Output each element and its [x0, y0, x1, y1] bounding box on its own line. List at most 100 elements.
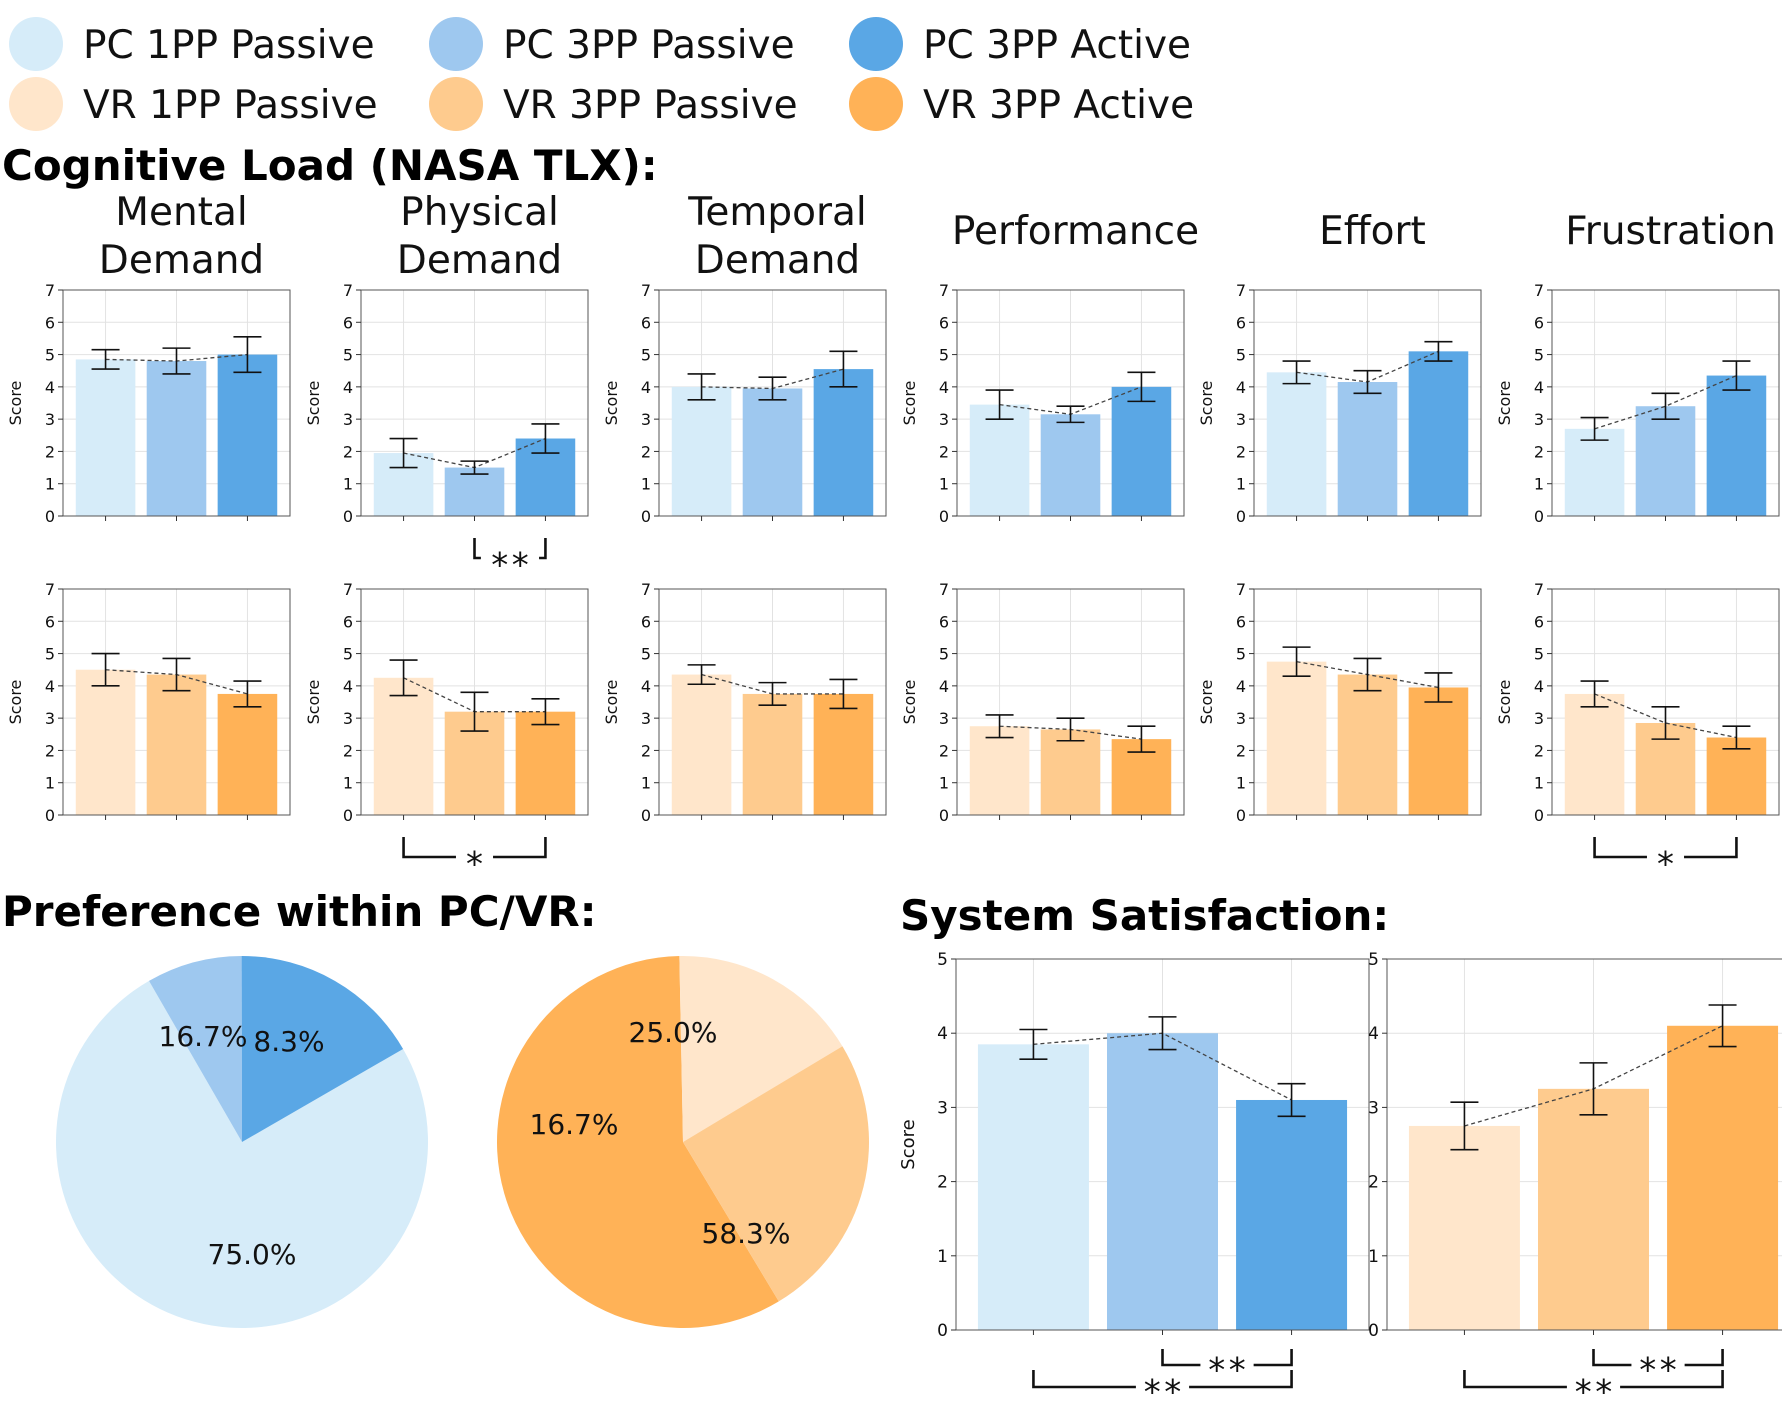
y-tick-label: 2: [641, 741, 651, 760]
y-tick-label: 7: [1534, 281, 1544, 300]
y-tick-label: 5: [1236, 645, 1246, 664]
bar-2: [146, 361, 207, 516]
tlx-panel: 0 1 2 3 4 5 6 7 Score: [602, 580, 887, 825]
y-tick-label: 0: [1534, 507, 1544, 526]
y-tick-label: 1: [939, 774, 949, 793]
panel-title: Effort: [1319, 209, 1426, 254]
legend-label-1: PC 1PP Passive: [83, 23, 375, 68]
cognitive-load-title: Cognitive Load (NASA TLX):: [2, 141, 658, 190]
pie-label-3: 16.7%: [159, 1020, 248, 1053]
bar-3: [1236, 1099, 1348, 1330]
y-tick-label: 4: [45, 677, 55, 696]
bar-3: [1408, 687, 1469, 815]
y-tick-label: 6: [1534, 612, 1544, 631]
pie-pc: 75.0% 8.3%16.7%: [55, 956, 428, 1328]
y-tick-label: 2: [343, 442, 353, 461]
tlx-panel: 0 1 2 3 4 5 6 7 Score: [1495, 281, 1780, 526]
legend-marker-2: [429, 17, 483, 71]
y-axis-label: Score: [1197, 680, 1216, 725]
bar-2: [742, 693, 803, 815]
y-tick-label: 3: [939, 410, 949, 429]
significance-label: **: [489, 546, 530, 586]
y-tick-label: 2: [45, 442, 55, 461]
y-tick-label: 7: [1534, 580, 1544, 599]
legend-label-3: PC 3PP Active: [923, 23, 1191, 68]
tlx-panel: 0 1 2 3 4 5 6 7 Score: [900, 281, 1185, 526]
y-axis-label: Score: [898, 1119, 919, 1169]
y-tick-label: 5: [939, 346, 949, 365]
pie-label-1: 58.3%: [702, 1217, 791, 1250]
legend-label-4: VR 1PP Passive: [83, 83, 378, 128]
tlx-panel: 0 1 2 3 4 5 6 7 Score: [6, 580, 291, 825]
bar-2: [1635, 406, 1696, 516]
panel-title-line1: Physical: [400, 190, 559, 235]
panel-title: Frustration: [1565, 209, 1776, 254]
bar-2: [1337, 382, 1398, 516]
tlx-panel: 0 1 2 3 4 5 6 7 Score: [1197, 281, 1482, 526]
y-tick-label: 4: [343, 378, 353, 397]
y-tick-label: 2: [45, 741, 55, 760]
y-tick-label: 5: [641, 346, 651, 365]
y-tick-label: 3: [1236, 410, 1246, 429]
y-tick-label: 6: [641, 313, 651, 332]
bar-2: [742, 388, 803, 516]
y-tick-label: 1: [937, 1247, 948, 1267]
y-tick-label: 4: [45, 378, 55, 397]
bar-2: [1107, 1033, 1218, 1330]
panel-title: Performance: [952, 209, 1199, 254]
y-tick-label: 3: [343, 410, 353, 429]
bar-2: [444, 467, 505, 516]
pie-vr: 58.3% 16.7% 25.0%: [496, 956, 869, 1328]
y-axis-label: Score: [1495, 381, 1514, 426]
bar-3: [1667, 1025, 1779, 1330]
panel-title-line1: Mental: [115, 190, 247, 235]
significance-label: **: [1638, 1351, 1679, 1391]
significance-bracket: [1593, 837, 1647, 859]
y-tick-label: 0: [1534, 806, 1544, 825]
bar-3: [217, 693, 278, 815]
nasa-tlx-charts: MentalDemand01234567Score01234567ScorePh…: [6, 190, 1780, 885]
y-tick-label: 7: [1236, 281, 1246, 300]
satisfaction-charts: 0 1 2 3 4 5 Score ** ** 0 1 2 3 4 5 ** **: [898, 950, 1782, 1413]
bar-1: [1266, 661, 1327, 815]
legend-marker-4: [9, 77, 63, 131]
y-tick-label: 1: [641, 774, 651, 793]
bar-1: [1408, 1125, 1520, 1330]
pie-label-1: 75.0%: [208, 1238, 297, 1271]
significance-bracket: [1620, 1370, 1724, 1389]
y-tick-label: 3: [45, 709, 55, 728]
y-tick-label: 3: [641, 709, 651, 728]
y-tick-label: 2: [939, 741, 949, 760]
y-tick-label: 0: [937, 1321, 948, 1341]
bar-2: [1040, 414, 1101, 516]
panel-title-line1: Temporal: [687, 190, 867, 235]
y-tick-label: 3: [343, 709, 353, 728]
bar-1: [1266, 372, 1327, 516]
y-tick-label: 2: [1368, 1173, 1379, 1193]
y-tick-label: 1: [1236, 774, 1246, 793]
y-tick-label: 7: [641, 580, 651, 599]
satisfaction-pc: 0 1 2 3 4 5 Score ** **: [898, 950, 1370, 1413]
bar-3: [217, 354, 278, 516]
significance-bracket: [473, 538, 481, 560]
tlx-panel: 0 1 2 3 4 5 6 7 Score *: [304, 580, 589, 885]
bar-2: [1040, 729, 1101, 815]
y-tick-label: 4: [939, 378, 949, 397]
y-tick-label: 6: [45, 612, 55, 631]
tlx-panel: 0 1 2 3 4 5 6 7 Score: [602, 281, 887, 526]
y-tick-label: 4: [1236, 677, 1246, 696]
y-tick-label: 0: [1236, 806, 1246, 825]
y-tick-label: 1: [45, 475, 55, 494]
y-tick-label: 7: [939, 281, 949, 300]
y-tick-label: 1: [1534, 774, 1544, 793]
tlx-panel: 0 1 2 3 4 5 6 7 Score: [1197, 580, 1482, 825]
y-axis-label: Score: [1495, 680, 1514, 725]
significance-label: **: [1142, 1373, 1183, 1413]
bar-2: [146, 674, 207, 815]
significance-label: **: [1573, 1373, 1614, 1413]
y-tick-label: 5: [937, 950, 948, 970]
significance-bracket: [1463, 1370, 1567, 1389]
satisfaction-title: System Satisfaction:: [900, 891, 1389, 940]
significance-label: *: [1655, 845, 1675, 885]
legend-marker-3: [849, 17, 903, 71]
